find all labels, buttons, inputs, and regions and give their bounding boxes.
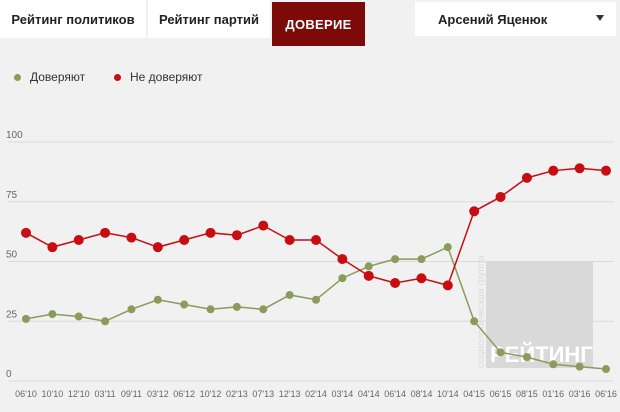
tab-parties-rating[interactable]: Рейтинг партий: [148, 0, 270, 38]
chevron-down-icon: [596, 15, 604, 21]
data-point-trust[interactable]: [285, 290, 294, 299]
data-point-trust[interactable]: [391, 255, 400, 264]
x-tick-label: 08'14: [411, 389, 433, 399]
x-tick-label: 04'14: [358, 389, 380, 399]
x-tick-label: 12'13: [279, 389, 301, 399]
data-point-trust[interactable]: [549, 360, 558, 369]
tab-trust[interactable]: ДОВЕРИЕ: [272, 2, 365, 46]
y-tick-label: 50: [6, 250, 18, 261]
data-point-distrust[interactable]: [311, 234, 321, 245]
politician-select[interactable]: Арсений Яценюк: [415, 2, 616, 36]
data-point-trust[interactable]: [153, 295, 162, 304]
tab-politicians-rating[interactable]: Рейтинг политиков: [0, 0, 146, 38]
watermark-brand-text: РЕЙТИНГ: [490, 342, 593, 367]
data-point-distrust[interactable]: [205, 227, 216, 238]
data-point-trust[interactable]: [364, 262, 373, 271]
data-point-trust[interactable]: [232, 302, 241, 311]
data-point-distrust[interactable]: [21, 227, 31, 238]
legend-label-trust: Доверяют: [30, 70, 86, 84]
data-point-distrust[interactable]: [416, 273, 427, 284]
data-point-distrust[interactable]: [574, 163, 585, 174]
x-tick-label: 04'15: [463, 389, 485, 399]
data-point-trust[interactable]: [101, 317, 110, 326]
x-tick-labels: 06'10 10'10 12'10 03'11 09'11 03'12 06'12 10'12…: [15, 389, 617, 399]
y-tick-label: 25: [6, 309, 18, 320]
data-point-distrust[interactable]: [231, 230, 242, 241]
y-tick-labels: 0 25 50 75 100: [6, 130, 23, 380]
data-point-distrust[interactable]: [363, 270, 374, 281]
x-tick-label: 06'14: [384, 389, 406, 399]
data-point-distrust[interactable]: [337, 254, 348, 265]
data-point-trust[interactable]: [338, 274, 347, 283]
x-tick-label: 03'14: [331, 389, 353, 399]
series-distrust: [21, 163, 611, 291]
data-point-distrust[interactable]: [390, 278, 401, 289]
watermark: социологическая группа РЕЙТИНГ: [476, 255, 593, 368]
data-point-trust[interactable]: [602, 365, 610, 374]
data-point-trust[interactable]: [74, 312, 83, 321]
data-point-distrust[interactable]: [442, 280, 453, 291]
data-point-trust[interactable]: [417, 255, 426, 264]
data-point-trust[interactable]: [575, 362, 584, 371]
data-point-distrust[interactable]: [100, 227, 111, 238]
data-point-distrust[interactable]: [601, 165, 611, 176]
legend-dot-distrust: [114, 73, 121, 81]
legend-item-trust[interactable]: Доверяют: [14, 70, 85, 84]
data-point-trust[interactable]: [443, 243, 452, 252]
data-point-trust[interactable]: [496, 348, 505, 357]
top-navigation: Рейтинг политиков Рейтинг партий ДОВЕРИЕ…: [0, 0, 620, 46]
x-tick-label: 02'13: [226, 389, 248, 399]
x-tick-label: 10'10: [41, 389, 63, 399]
data-point-distrust[interactable]: [548, 165, 559, 176]
data-point-distrust[interactable]: [73, 234, 84, 245]
x-tick-label: 10'12: [200, 389, 222, 399]
legend-dot-trust: [14, 73, 21, 81]
data-point-distrust[interactable]: [284, 234, 295, 245]
data-point-trust[interactable]: [22, 314, 30, 323]
x-tick-label: 03'11: [95, 389, 116, 399]
data-point-distrust[interactable]: [126, 232, 137, 243]
data-point-trust[interactable]: [180, 300, 189, 309]
y-tick-label: 100: [6, 130, 23, 141]
x-tick-label: 02'14: [305, 389, 327, 399]
data-point-trust[interactable]: [522, 353, 531, 362]
x-tick-label: 01'16: [542, 389, 564, 399]
x-tick-label: 09'11: [121, 389, 142, 399]
x-tick-label: 10'14: [437, 389, 459, 399]
x-tick-label: 08'15: [516, 389, 538, 399]
data-point-trust[interactable]: [48, 310, 57, 319]
x-tick-label: 06'10: [15, 389, 37, 399]
series-trust: [22, 243, 610, 374]
data-point-distrust[interactable]: [521, 172, 532, 183]
data-point-trust[interactable]: [312, 295, 320, 304]
x-tick-label: 07'13: [252, 389, 274, 399]
politician-select-value: Арсений Яценюк: [438, 11, 548, 27]
data-point-trust[interactable]: [206, 305, 215, 314]
data-point-distrust[interactable]: [469, 206, 480, 217]
watermark-vertical-text: социологическая группа: [476, 255, 487, 368]
data-point-distrust[interactable]: [47, 242, 58, 253]
legend-item-distrust[interactable]: Не доверяют: [114, 70, 203, 84]
series-layer: [21, 163, 611, 374]
y-tick-label: 75: [6, 190, 18, 201]
y-tick-label: 0: [6, 369, 12, 380]
data-point-trust[interactable]: [127, 305, 136, 314]
data-point-trust[interactable]: [259, 305, 268, 314]
data-point-trust[interactable]: [470, 317, 479, 326]
data-point-distrust[interactable]: [495, 191, 506, 202]
x-tick-label: 06'15: [490, 389, 512, 399]
x-tick-label: 06'16: [595, 389, 617, 399]
data-point-distrust[interactable]: [152, 242, 163, 253]
data-point-distrust[interactable]: [179, 234, 190, 245]
legend-label-distrust: Не доверяют: [130, 70, 203, 84]
data-point-distrust[interactable]: [258, 220, 269, 231]
x-tick-label: 06'12: [173, 389, 195, 399]
x-tick-label: 03'16: [569, 389, 591, 399]
x-tick-label: 12'10: [68, 389, 90, 399]
x-tick-label: 03'12: [147, 389, 169, 399]
